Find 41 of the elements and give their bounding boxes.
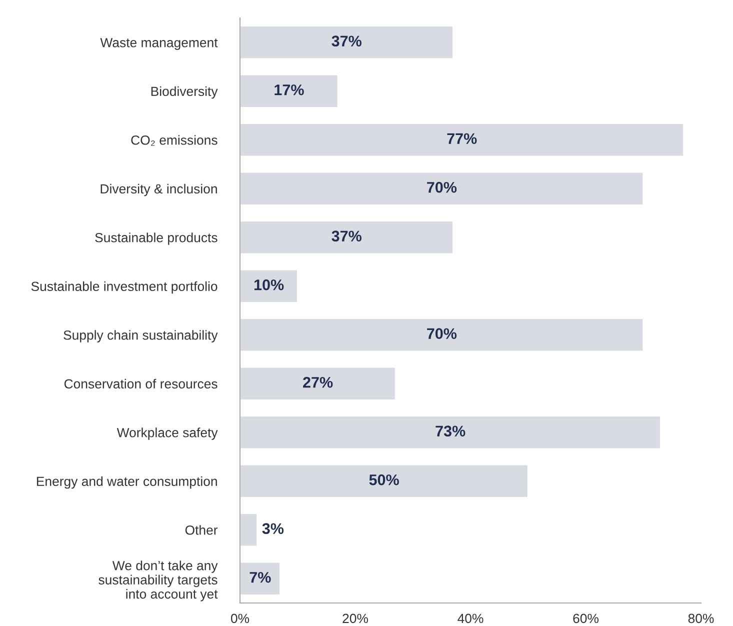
data-label: 3%	[262, 523, 284, 534]
y-tick-label: Sustainable products	[95, 232, 218, 245]
y-tick-label: Other	[185, 525, 218, 535]
x-tick-label: 0%	[230, 614, 250, 624]
data-label: 73%	[436, 426, 466, 436]
x-tick-label: 80%	[688, 614, 714, 624]
x-tick-label: 60%	[573, 614, 598, 624]
data-label: 70%	[427, 182, 457, 193]
y-tick-label: Waste management	[100, 38, 218, 50]
bar	[240, 74, 339, 108]
bar	[240, 561, 282, 596]
x-tick-label: 20%	[342, 614, 368, 624]
bar	[240, 366, 396, 401]
data-label: 27%	[303, 376, 333, 388]
y-tick-label: Biodiversity	[151, 86, 218, 99]
x-tick-label: 40%	[458, 614, 484, 624]
y-tick-label: We don’t take any sustainability targets into account yet	[98, 560, 218, 602]
y-tick-label: Diversity & inclusion	[100, 184, 217, 196]
y-tick-label: Conservation of resources	[64, 378, 218, 389]
data-label: 7%	[250, 572, 271, 583]
data-label: 37%	[332, 36, 362, 46]
data-label: 37%	[332, 230, 362, 242]
bar	[240, 268, 298, 304]
y-tick-label: Supply chain sustainability	[64, 330, 218, 342]
y-tick-label: Energy and water consumption	[36, 476, 217, 489]
y-tick-label: Workplace safety	[116, 428, 218, 440]
bar	[240, 220, 454, 255]
bar	[240, 512, 258, 548]
bar	[240, 415, 662, 450]
data-label: 17%	[274, 84, 304, 96]
data-label: 70%	[427, 328, 457, 339]
data-label: 10%	[254, 279, 284, 290]
data-label: 77%	[447, 133, 477, 144]
bar	[240, 122, 684, 158]
y-tick-label: Sustainable investment portfolio	[31, 281, 218, 294]
bar	[240, 464, 529, 498]
bar	[240, 171, 644, 206]
data-label: 50%	[369, 474, 399, 486]
bar	[240, 25, 454, 60]
bar	[240, 318, 644, 352]
y-tick-label: CO₂ emissions	[131, 135, 218, 146]
